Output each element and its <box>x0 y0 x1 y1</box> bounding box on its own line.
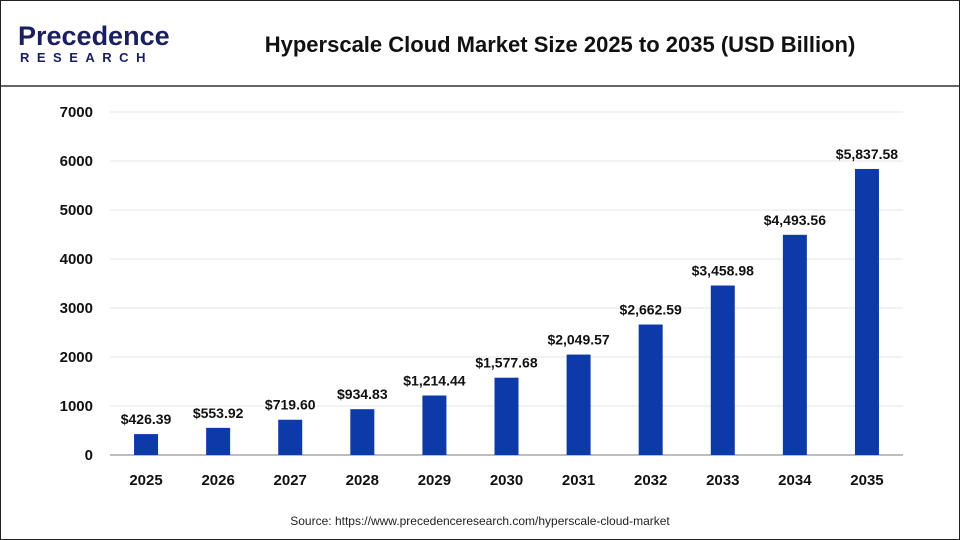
logo: Precedence RESEARCH <box>18 21 170 65</box>
data-label: $719.60 <box>265 397 316 413</box>
data-label: $2,662.59 <box>620 302 682 318</box>
data-label: $2,049.57 <box>547 332 609 348</box>
data-label: $1,577.68 <box>475 355 537 371</box>
data-label: $4,493.56 <box>764 212 826 228</box>
bar <box>782 234 807 455</box>
x-tick-label: 2032 <box>634 472 667 489</box>
logo-line2: RESEARCH <box>20 50 153 65</box>
y-tick-label: 2000 <box>60 349 93 366</box>
bar <box>710 285 735 455</box>
bar <box>422 395 447 455</box>
x-tick-label: 2033 <box>706 472 739 489</box>
data-label: $5,837.58 <box>836 146 898 162</box>
bar <box>278 419 303 455</box>
y-tick-label: 4000 <box>60 251 93 268</box>
data-label: $553.92 <box>193 405 244 421</box>
data-label: $1,214.44 <box>403 372 465 388</box>
x-tick-label: 2034 <box>778 472 812 489</box>
logo-line1: Precedence <box>18 21 170 51</box>
y-tick-label: 3000 <box>60 300 93 317</box>
bar <box>350 409 375 455</box>
bar <box>206 427 231 455</box>
x-tick-label: 2027 <box>274 472 307 489</box>
y-tick-label: 6000 <box>60 153 93 170</box>
bar <box>854 168 879 456</box>
y-tick-label: 0 <box>85 447 93 464</box>
data-label: $934.83 <box>337 386 388 402</box>
y-tick-label: 7000 <box>60 104 93 121</box>
bar <box>638 324 663 455</box>
x-tick-label: 2031 <box>562 472 595 489</box>
x-tick-label: 2035 <box>850 472 883 489</box>
x-tick-label: 2025 <box>129 472 162 489</box>
x-tick-label: 2028 <box>346 472 379 489</box>
x-tick-label: 2030 <box>490 472 523 489</box>
bar <box>566 354 591 455</box>
y-tick-label: 5000 <box>60 202 93 219</box>
chart-title: Hyperscale Cloud Market Size 2025 to 203… <box>265 32 856 57</box>
bar <box>134 434 159 455</box>
bar <box>494 377 519 455</box>
x-tick-label: 2026 <box>201 472 234 489</box>
data-label: $3,458.98 <box>692 263 754 279</box>
y-tick-label: 1000 <box>60 398 93 415</box>
x-tick-label: 2029 <box>418 472 451 489</box>
data-label: $426.39 <box>121 411 172 427</box>
source-text: Source: https://www.precedenceresearch.c… <box>290 514 670 528</box>
